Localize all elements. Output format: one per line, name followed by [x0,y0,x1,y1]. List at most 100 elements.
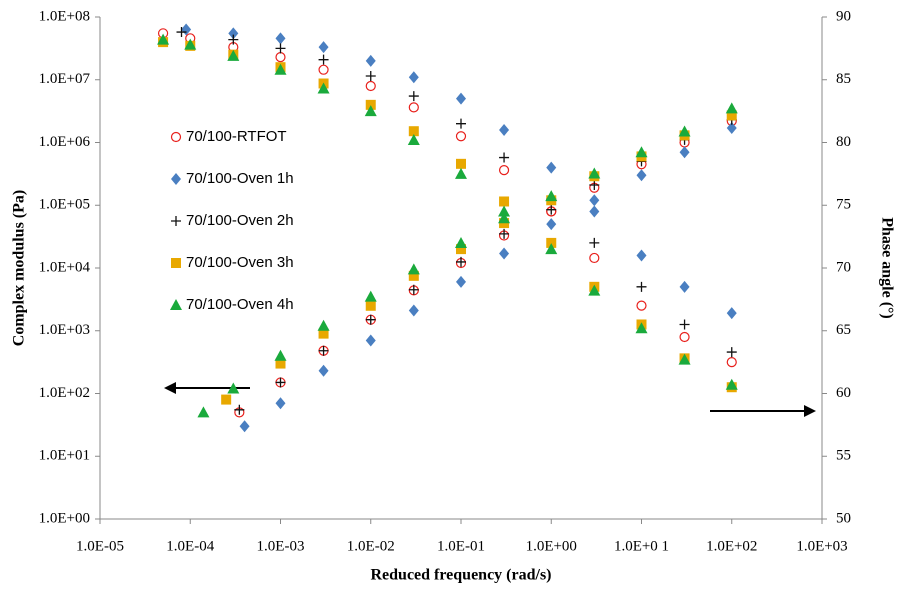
point [227,49,240,61]
legend-label: 70/100-Oven 2h [186,212,294,229]
point [234,404,245,415]
point [157,33,170,45]
y-tick-label: 1.0E+02 [39,385,90,401]
point [364,105,377,117]
point [589,194,600,207]
point [407,263,420,275]
y2-tick-label: 65 [836,322,851,338]
y2-tick-label: 60 [836,385,851,401]
point [499,123,510,136]
point [317,82,330,94]
point [365,70,376,81]
y-tick-label: 1.0E+03 [39,322,90,338]
point [456,256,466,267]
point [228,34,239,45]
point [636,169,647,182]
point [499,247,510,260]
point [184,38,197,50]
point [364,290,377,302]
point [678,353,691,365]
point [408,91,419,102]
point [365,300,376,311]
point [365,314,376,325]
x-tick-label: 1.0E-03 [257,538,305,554]
point [275,397,286,410]
x-tick-label: 1.0E+03 [796,538,847,554]
point [275,358,286,369]
point [365,80,376,92]
point [499,196,510,207]
point [408,71,419,84]
point [221,394,232,405]
y2-tick-label: 85 [836,71,851,87]
point [635,146,648,158]
y2-axis-title: Phase angle (°) [878,217,895,319]
point [318,54,329,65]
legend-marker [171,173,181,185]
point [679,319,690,330]
point [545,190,558,202]
y-tick-label: 1.0E+08 [39,8,90,24]
point [275,32,286,45]
point [408,126,419,137]
point [456,118,466,129]
point [408,102,419,113]
point [456,244,466,255]
point [636,281,647,292]
point [318,328,329,339]
point [635,322,648,334]
x-tick-label: 1.0E+02 [706,538,757,554]
point [589,205,600,218]
point [498,165,510,176]
y2-tick-label: 55 [836,448,851,464]
point [726,110,737,121]
point [228,27,239,40]
point [408,284,419,295]
point [679,331,690,343]
point [546,237,557,248]
y-tick-label: 1.0E+01 [39,448,90,464]
y-tick-label: 1.0E+07 [39,71,91,87]
legend-label: 70/100-Oven 3h [186,254,294,271]
point [227,382,240,394]
point [318,364,329,377]
point [455,237,467,249]
y-axis-title: Complex modulus (Pa) [11,190,28,346]
y2-tick-label: 90 [836,8,851,24]
point [317,319,330,331]
y2-tick-label: 75 [836,197,851,213]
legend-label: 70/100-Oven 4h [186,296,294,313]
point [679,146,690,159]
legend-label: 70/100-RTFOT [186,128,287,145]
legend-label: 70/100-Oven 1h [186,170,294,187]
point [589,237,600,248]
y-tick-label: 1.0E+04 [39,259,91,275]
point [456,92,466,105]
point [546,218,557,231]
y2-tick-label: 50 [836,510,851,526]
point [588,167,601,179]
point [239,420,250,433]
y-tick-label: 1.0E+00 [39,510,90,526]
point [726,122,737,135]
point [365,54,376,67]
point [455,131,467,142]
point [456,275,466,288]
x-tick-label: 1.0E-02 [347,538,395,554]
point [318,41,329,54]
point [546,204,557,215]
point [498,212,511,224]
point [456,158,466,169]
point [726,357,737,368]
point [726,307,737,320]
point [725,102,738,114]
point [546,161,557,174]
point [365,99,376,110]
arrow-left [164,382,250,394]
point [274,63,287,75]
point [365,334,376,347]
arrow-right [710,405,816,417]
point [408,270,419,281]
